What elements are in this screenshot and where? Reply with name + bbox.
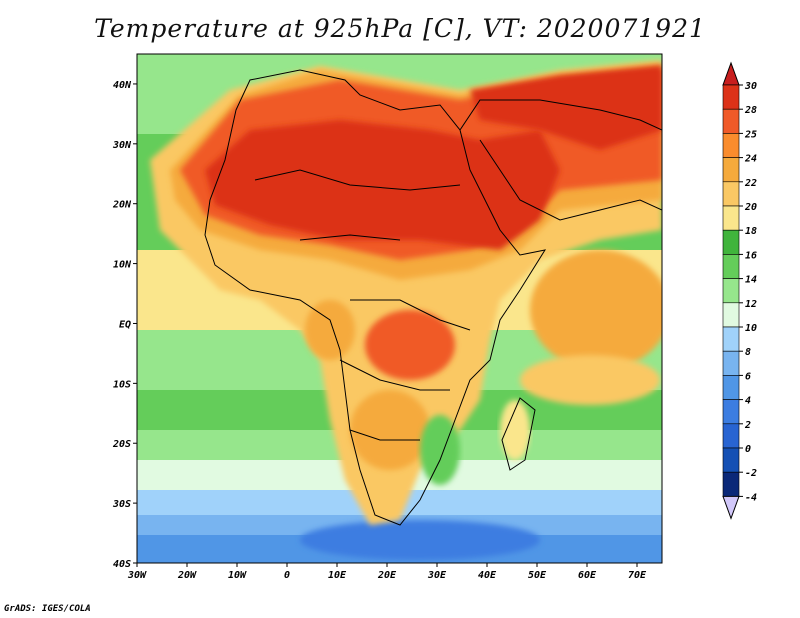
colorbar-label: -2 [745,468,757,479]
colorbar-label: 14 [745,275,757,286]
colorbar-swatch [722,108,740,134]
credit-label: GrADS: IGES/COLA [4,604,91,614]
lat-tick-label: 10N [113,260,132,271]
colorbar-swatch [722,423,740,449]
colorbar-label: 22 [744,178,757,189]
lat-tick-label: EQ [119,319,131,330]
colorbar-swatch [722,205,740,231]
map-frame [136,53,663,564]
lon-tick-label: 10W [228,570,247,581]
lon-tick-label: 60E [578,570,597,581]
lon-tick-label: 10E [328,570,347,581]
latitude-axis: 40N 30N 20N 10N EQ 10S 20S 30S 40S [112,80,137,570]
colorbar-swatch [722,278,740,304]
longitude-axis: 30W 20W 10W 0 10E 20E 30E 40E 50E 60E 70E [127,563,647,581]
colorbar-swatch [722,399,740,425]
lon-tick-label: 70E [628,570,647,581]
lon-tick-label: 50E [528,570,547,581]
lat-tick-label: 40N [113,80,132,91]
colorbar-swatch [722,133,740,158]
lon-tick-label: 40E [478,570,497,581]
colorbar-swatch [722,157,740,183]
colorbar-label: 6 [745,371,751,382]
lon-tick-label: 20W [177,570,197,581]
temperature-field [137,54,662,563]
colorbar-label: 12 [745,299,757,310]
colorbar-swatch [722,326,740,352]
colorbar-swatch [722,84,740,110]
colorbar-label: 25 [744,129,757,140]
colorbar-label: 8 [745,347,751,358]
colorbar-swatch [722,375,740,400]
colorbar-label: 2 [744,420,751,431]
colorbar-label: 4 [745,396,751,407]
colorbar-label: 10 [745,323,757,334]
colorbar-swatch [722,350,740,376]
lon-tick-label: 0 [284,570,290,581]
colorbar-label: 18 [745,226,757,237]
lon-tick-label: 30E [427,570,447,581]
colorbar-top-arrow [722,61,740,86]
colorbar-swatch [722,181,740,207]
colorbar-swatch [722,471,740,497]
colorbar-label: 0 [745,444,751,455]
lat-tick-label: 20N [112,200,132,211]
colorbar-swatch [722,302,740,328]
lon-tick-label: 20E [377,570,397,581]
colorbar-swatch [722,229,740,255]
colorbar-label: -4 [745,492,757,503]
map-title: Temperature at 925hPa [C], VT: 202007192… [94,14,706,43]
lat-tick-label: 40S [113,559,131,570]
colorbar-label: 20 [744,202,757,213]
colorbar-swatch [722,447,740,473]
lat-tick-label: 20S [112,439,131,450]
coastlines [204,69,662,526]
colorbar-label: 24 [744,154,757,165]
colorbar-bottom-arrow [722,495,740,520]
colorbar-label: 30 [744,81,757,92]
colorbar-label: 16 [745,250,757,261]
colorbar-label: 28 [744,105,757,116]
lat-tick-label: 30N [112,140,132,151]
lat-tick-label: 10S [113,379,131,390]
colorbar-swatch [722,254,740,279]
lon-tick-label: 30W [127,570,147,581]
lat-tick-label: 30S [112,499,131,510]
